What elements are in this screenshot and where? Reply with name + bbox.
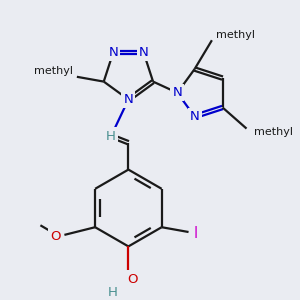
Text: methyl: methyl: [254, 128, 293, 137]
Text: N: N: [139, 46, 148, 59]
Text: O: O: [50, 230, 61, 243]
Text: N: N: [124, 93, 133, 106]
Text: N: N: [108, 46, 118, 59]
Text: O: O: [127, 273, 137, 286]
Text: N: N: [172, 86, 182, 99]
Text: H: H: [108, 286, 118, 299]
Text: I: I: [193, 226, 197, 242]
Text: methyl: methyl: [216, 30, 255, 40]
Text: N: N: [190, 110, 200, 123]
Text: methyl: methyl: [34, 66, 73, 76]
Text: H: H: [106, 130, 116, 143]
Text: N: N: [106, 130, 116, 142]
